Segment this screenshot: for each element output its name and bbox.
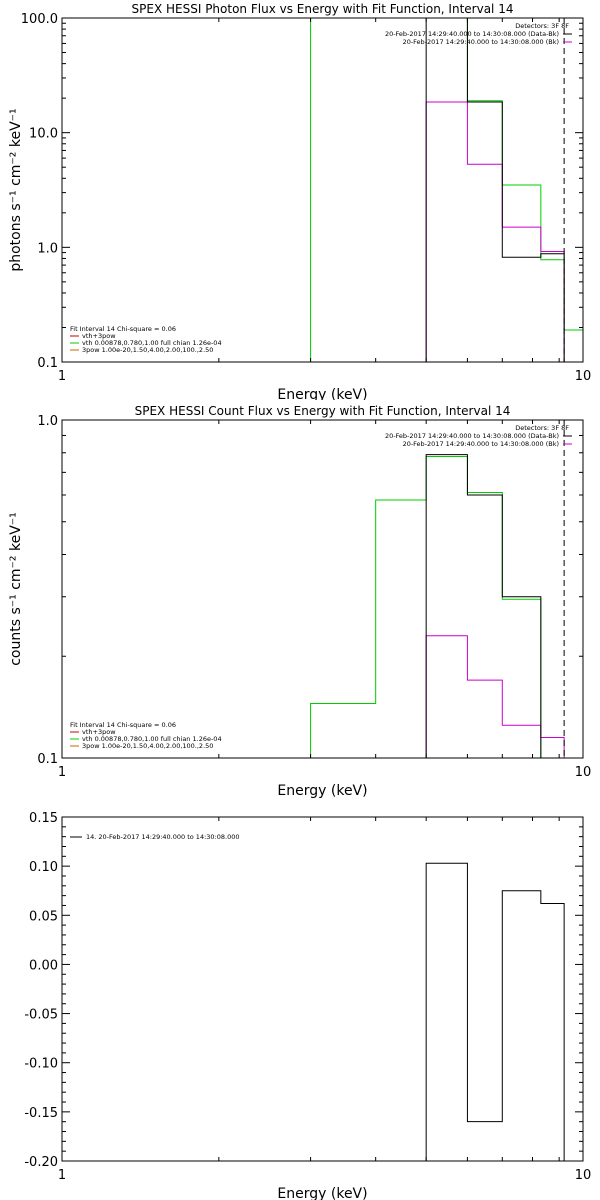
count-fit-header: Fit Interval 14 Chi-square = 0.06: [70, 721, 176, 729]
count-series-group: [310, 454, 565, 758]
count-legend-right-item: 20-Feb-2017 14:29:40.000 to 14:30:08.000…: [385, 432, 559, 440]
count-x-axis-label: Energy (keV): [277, 783, 367, 799]
photon-legend-left-item: vth+3pow: [82, 332, 116, 340]
resid-legend-item: 14. 20-Feb-2017 14:29:40.000 to 14:30:08…: [86, 833, 239, 841]
count-y-tick-label: 1.0: [37, 414, 58, 429]
resid-x-axis-label: Energy (keV): [277, 1186, 367, 1200]
photon-y-tick-label: 100.0: [21, 12, 58, 27]
photon-x-tick-label: 10: [575, 369, 592, 384]
resid-x-tick-label: 1: [58, 1168, 66, 1183]
count-x-tick-label: 10: [575, 765, 592, 780]
count-chart: SPEX HESSI Count Flux vs Energy with Fit…: [8, 404, 591, 799]
count-y-tick-label: 0.1: [37, 752, 58, 767]
photon-series-group: [310, 18, 583, 362]
count-title: SPEX HESSI Count Flux vs Energy with Fit…: [135, 404, 511, 418]
count-legend-right-item: 20-Feb-2017 14:29:40.000 to 14:30:08.000…: [403, 440, 559, 448]
resid-y-axis: 0.15 0.10 0.05 0.00 -0.05 -0.10 -0.15 -0.20: [24, 811, 583, 1170]
photon-legend-left-item: 3pow 1.00e-20,1.50,4.00,2.00,100.,2.50: [82, 346, 213, 354]
count-frame: [61, 419, 584, 759]
photon-series-data-bk: [425, 18, 565, 362]
resid-y-tick-label: 0.00: [29, 958, 58, 973]
count-series-vth-3pow: [310, 455, 565, 758]
resid-x-tick-label: 10: [575, 1168, 592, 1183]
resid-y-tick-label: -0.15: [24, 1106, 58, 1121]
count-legend-left-item: vth+3pow: [82, 728, 116, 736]
count-x-axis: 1 10 Energy (keV): [58, 420, 591, 799]
photon-legend-right-item: 20-Feb-2017 14:29:40.000 to 14:30:08.000…: [385, 30, 559, 38]
photon-legend-right-item: 20-Feb-2017 14:29:40.000 to 14:30:08.000…: [403, 38, 559, 46]
count-y-axis-label: counts s⁻¹ cm⁻² keV⁻¹: [8, 512, 24, 666]
photon-x-axis-label: Energy (keV): [277, 387, 367, 400]
resid-y-tick-label: -0.20: [24, 1155, 58, 1170]
photon-y-axis: 0.1 1.0 10.0 100.0 photons s⁻¹ cm⁻² keV⁻¹: [8, 12, 583, 371]
resid-y-tick-label: -0.10: [24, 1057, 58, 1072]
count-detectors-label: Detectors: 3F 8F: [515, 424, 569, 432]
photon-series-vth-3pow: [310, 18, 583, 362]
resid-series-group: [425, 862, 565, 1161]
resid-y-tick-label: 0.15: [29, 811, 58, 826]
photon-series-bk: [425, 101, 565, 362]
photon-x-axis: 1 10 Energy (keV): [58, 18, 591, 400]
resid-y-tick-label: 0.05: [29, 909, 58, 924]
photon-title: SPEX HESSI Photon Flux vs Energy with Fi…: [132, 2, 514, 16]
photon-y-tick-label: 0.1: [37, 356, 58, 371]
photon-x-tick-label: 1: [58, 369, 66, 384]
photon-chart: SPEX HESSI Photon Flux vs Energy with Fi…: [8, 2, 591, 400]
count-y-axis: 0.1 1.0 counts s⁻¹ cm⁻² keV⁻¹: [8, 414, 583, 767]
photon-detectors-label: Detectors: 3F 8F: [515, 22, 569, 30]
photon-y-tick-label: 1.0: [37, 241, 58, 256]
count-x-tick-label: 1: [58, 765, 66, 780]
resid-series-14-20-feb-2017-14-29-40-000-to-14-30-08-000: [425, 862, 565, 1161]
resid-chart: 1 10 Energy (keV) 0.15 0.10 0.05 0.00 -0.05 -0.1…: [24, 811, 591, 1200]
photon-y-tick-label: 10.0: [29, 127, 58, 142]
photon-fit-header: Fit Interval 14 Chi-square = 0.06: [70, 325, 176, 333]
photon-frame: [61, 17, 584, 363]
resid-y-tick-label: 0.10: [29, 860, 58, 875]
photon-y-axis-label: photons s⁻¹ cm⁻² keV⁻¹: [8, 108, 24, 271]
count-series-data-bk: [425, 454, 565, 758]
resid-y-tick-label: -0.05: [24, 1008, 58, 1023]
count-legend-left-item: vth 0.00878,0.780,1.00 full chian 1.26e-…: [82, 735, 222, 743]
count-series-bk: [425, 635, 565, 758]
resid-x-axis: 1 10 Energy (keV): [58, 817, 591, 1200]
count-legend-left-item: 3pow 1.00e-20,1.50,4.00,2.00,100.,2.50: [82, 742, 213, 750]
photon-legend-left-item: vth 0.00878,0.780,1.00 full chian 1.26e-…: [82, 339, 222, 347]
resid-frame: [61, 816, 584, 1162]
